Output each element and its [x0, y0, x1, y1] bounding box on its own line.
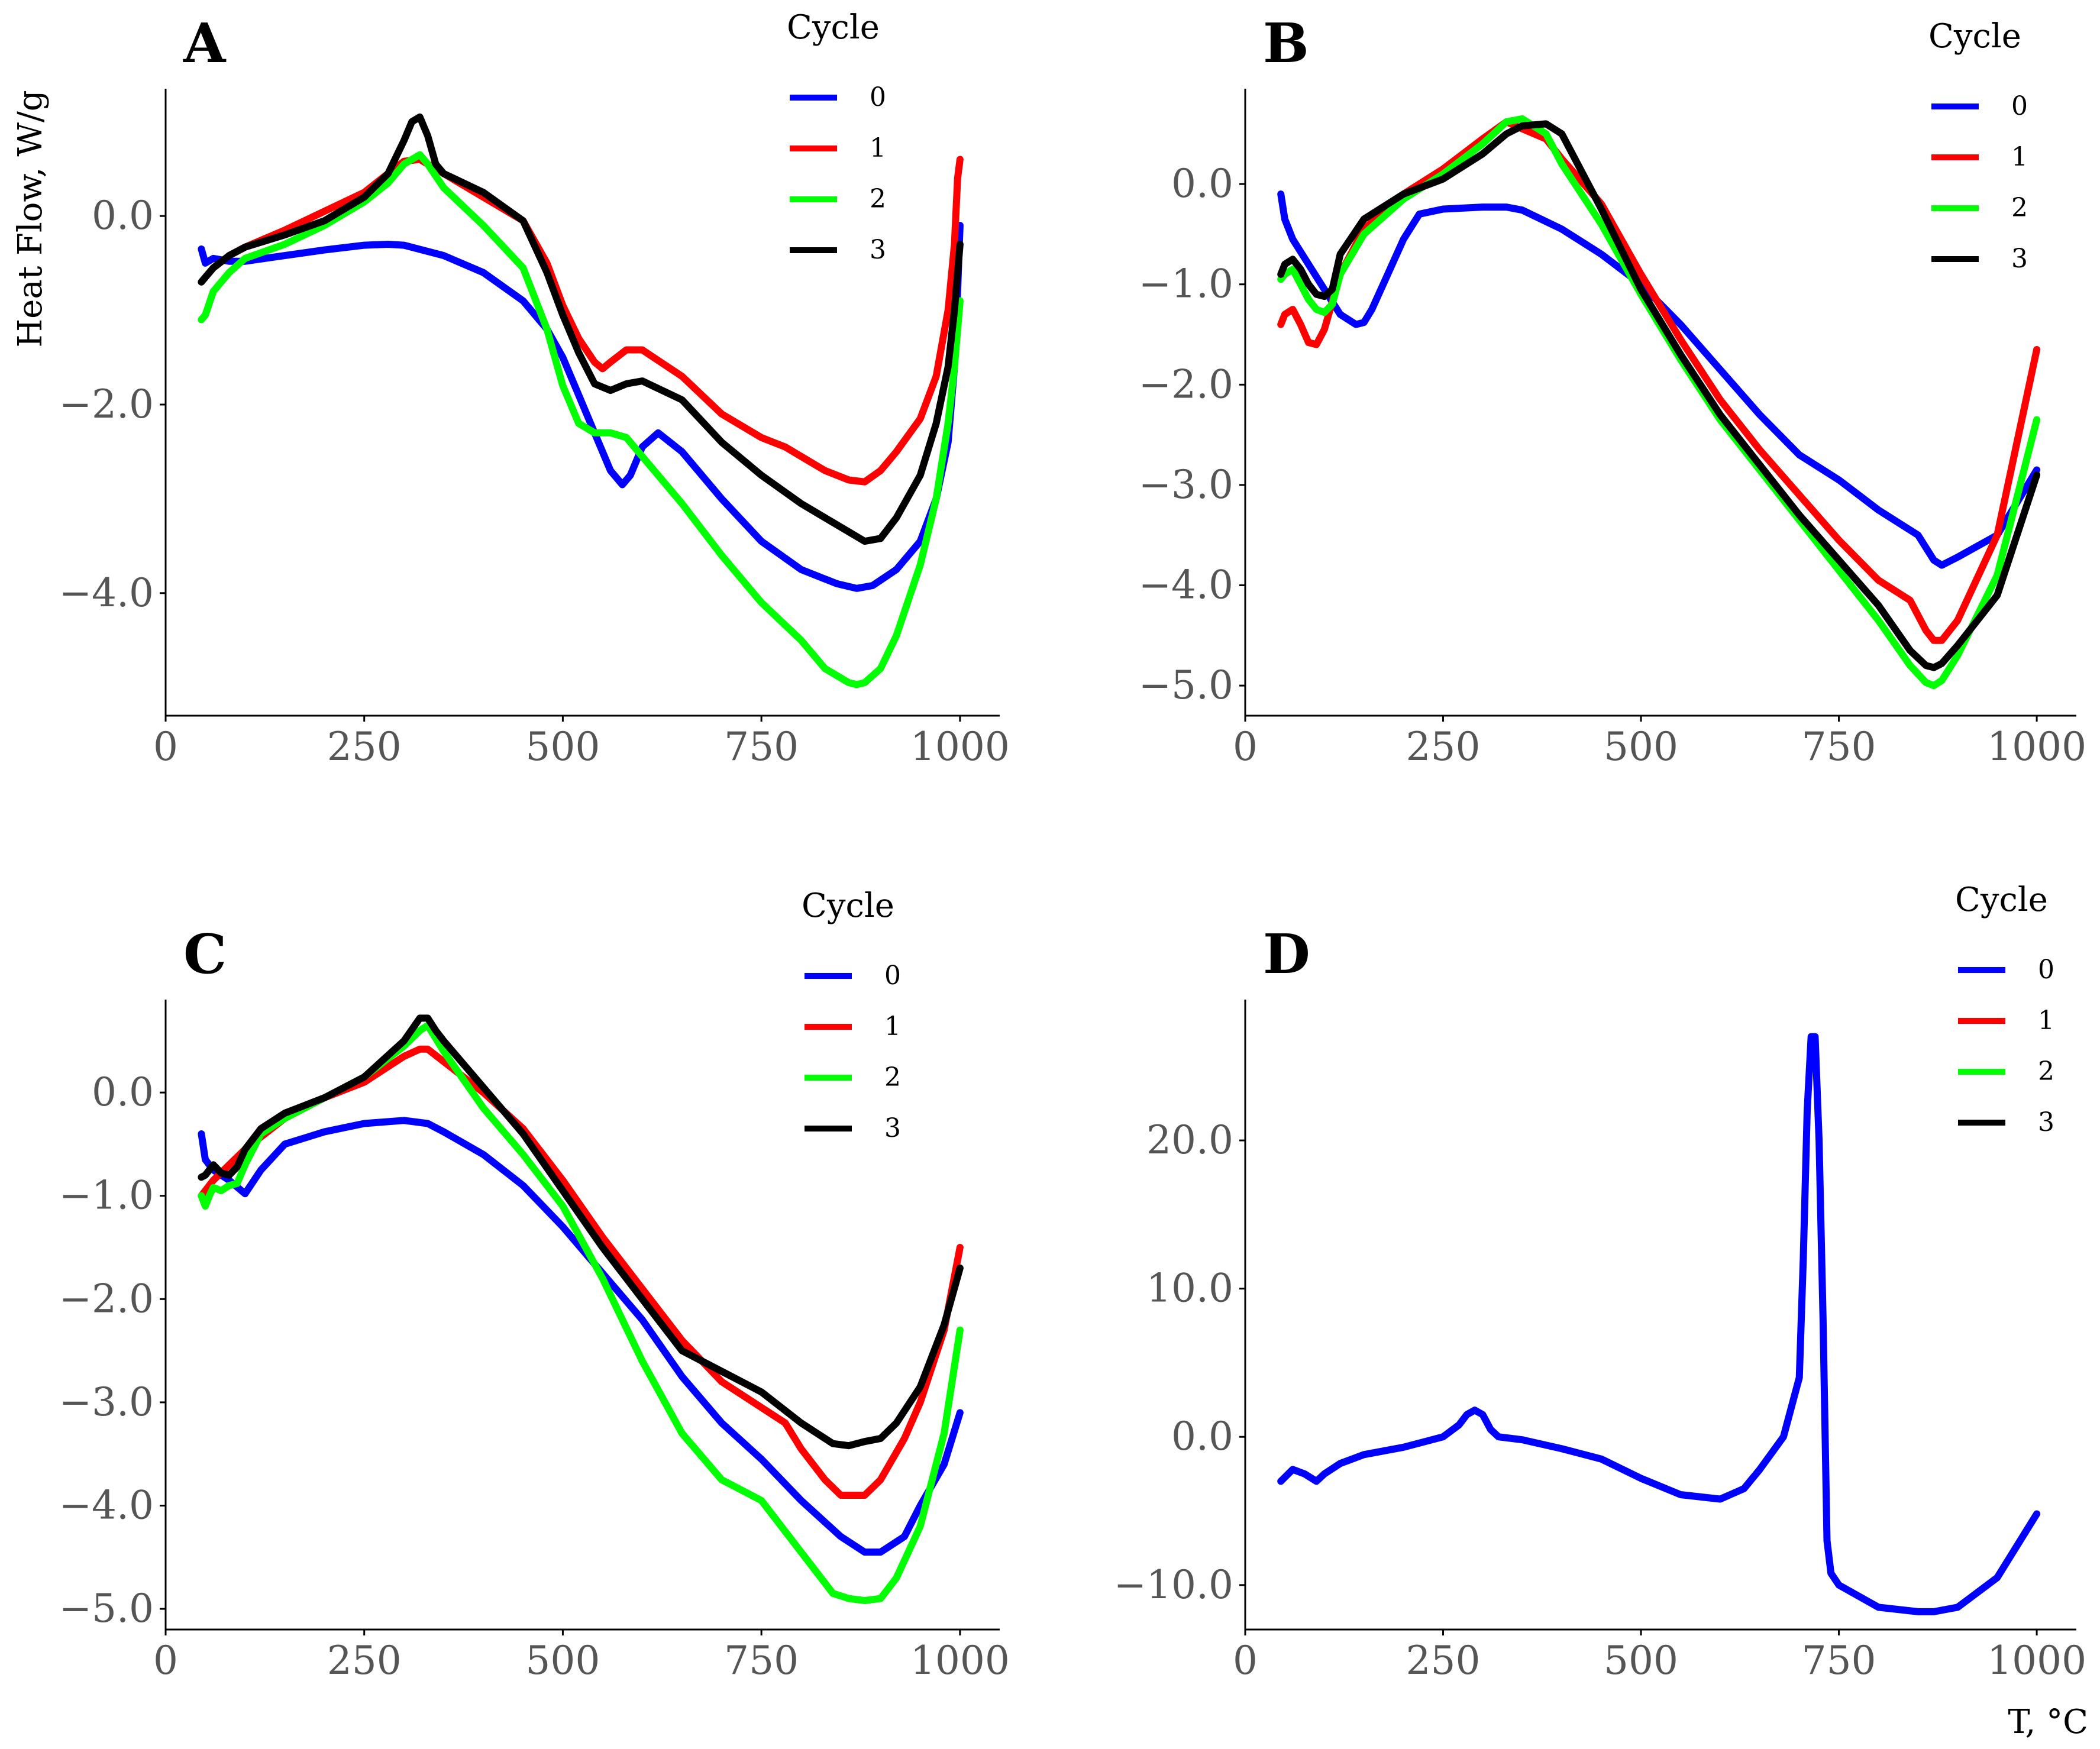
y-tick-label: −4.0	[1139, 562, 1233, 608]
series-line-3	[198, 113, 964, 545]
y-tick-label: −2.0	[1139, 361, 1233, 407]
legend-label-2: 2	[2038, 1056, 2054, 1087]
legend-title: Cycle	[787, 8, 880, 47]
legend: Cycle 0 1 2 3	[1928, 17, 2028, 274]
x-tick-label: 1000	[910, 724, 1010, 770]
x-tick-label: 1000	[1987, 1638, 2086, 1683]
series-line-0	[1277, 190, 2041, 569]
y-tick-label: 0.0	[1171, 161, 1233, 206]
x-tick-label: 500	[1604, 1638, 1678, 1683]
panel-letter-a: A	[183, 11, 227, 75]
series-line-2	[198, 1021, 964, 1605]
y-tick-label: 0.0	[92, 193, 154, 238]
series-line-3	[198, 1014, 964, 1450]
x-tick-label: 250	[327, 1638, 402, 1683]
legend-title: Cycle	[1955, 881, 2048, 919]
x-tick-label: 750	[724, 1638, 799, 1683]
series-line-3	[1277, 120, 2041, 671]
legend-label-2: 2	[884, 1062, 901, 1092]
x-tick-label: 0	[1233, 724, 1258, 770]
legend-label-3: 3	[884, 1113, 901, 1143]
x-tick-label: 1000	[1987, 724, 2086, 770]
panel-b: 0 250 500 750 1000 0.0 −1.0 −2.0 −3.0 −4.0 −5.0 B Cy…	[1139, 11, 2086, 770]
x-tick-label: 0	[153, 724, 178, 770]
x-tick-label: 500	[525, 1638, 600, 1683]
legend-label-1: 1	[884, 1011, 901, 1042]
y-tick-label: −1.0	[1139, 261, 1233, 307]
legend-label-3: 3	[870, 235, 886, 265]
panel-letter-c: C	[183, 922, 227, 986]
y-tick-label: −5.0	[59, 1586, 154, 1631]
series-line-0	[1277, 1033, 2041, 1615]
x-axis-title: T, °C	[2008, 1703, 2088, 1741]
legend: Cycle 0 1 2 3	[787, 8, 886, 265]
x-tick-label: 1000	[910, 1638, 1010, 1683]
series-line-0	[198, 222, 964, 592]
legend-label-0: 0	[870, 82, 886, 112]
legend-label-1: 1	[2038, 1006, 2054, 1036]
y-tick-label: 10.0	[1146, 1266, 1233, 1311]
y-tick-label: −5.0	[1139, 662, 1233, 708]
series-line-2	[1277, 115, 2041, 690]
y-tick-label: −10.0	[1114, 1562, 1233, 1608]
panel-a: 0 250 500 750 1000 0.0 −2.0 −4.0 A Cycle 0 1 2 3 Heat …	[11, 8, 1010, 770]
legend-title: Cycle	[1928, 17, 2021, 56]
x-tick-label: 250	[1406, 1638, 1481, 1683]
y-tick-label: 0.0	[92, 1069, 154, 1115]
y-tick-label: 20.0	[1146, 1117, 1233, 1163]
legend-title: Cycle	[802, 887, 894, 925]
legend-label-1: 1	[2011, 142, 2028, 172]
y-tick-label: −4.0	[59, 570, 154, 616]
series-line-1	[198, 156, 964, 486]
series-line-2	[198, 151, 964, 688]
series-line-0	[198, 1117, 964, 1556]
x-tick-label: 750	[1802, 724, 1876, 770]
y-tick-label: −1.0	[59, 1173, 154, 1218]
y-tick-label: −3.0	[1139, 462, 1233, 507]
y-axis-title: Heat Flow, W/g	[11, 90, 50, 347]
x-tick-label: 0	[153, 1638, 178, 1683]
legend-label-1: 1	[870, 133, 886, 163]
x-tick-label: 750	[1802, 1638, 1876, 1683]
legend-label-3: 3	[2038, 1107, 2054, 1137]
legend-label-2: 2	[870, 184, 886, 214]
legend-label-0: 0	[2011, 91, 2028, 121]
series-line-1	[198, 1045, 964, 1499]
legend-label-0: 0	[2038, 955, 2054, 985]
x-tick-label: 750	[724, 724, 799, 770]
y-tick-label: 0.0	[1171, 1414, 1233, 1459]
legend-label-0: 0	[884, 961, 901, 991]
y-tick-label: −2.0	[59, 1276, 154, 1321]
x-tick-label: 250	[327, 724, 402, 770]
x-tick-label: 250	[1406, 724, 1481, 770]
y-tick-label: −2.0	[59, 382, 154, 427]
panel-d: 0 250 500 750 1000 20.0 10.0 0.0 −10.0 D Cycle 0 1 2 3…	[1114, 881, 2088, 1741]
legend-label-2: 2	[2011, 193, 2028, 223]
panel-letter-d: D	[1263, 922, 1310, 986]
panel-c: 0 250 500 750 1000 0.0 −1.0 −2.0 −3.0 −4.0 −5.0 C Cy…	[59, 887, 1010, 1683]
legend: Cycle 0 1 2 3	[1955, 881, 2054, 1137]
panel-letter-b: B	[1263, 11, 1309, 75]
y-tick-label: −3.0	[59, 1379, 154, 1425]
x-tick-label: 500	[1604, 724, 1678, 770]
legend: Cycle 0 1 2 3	[802, 887, 901, 1143]
x-tick-label: 0	[1233, 1638, 1258, 1683]
x-tick-label: 500	[525, 724, 600, 770]
legend-label-3: 3	[2011, 244, 2028, 274]
y-tick-label: −4.0	[59, 1482, 154, 1528]
